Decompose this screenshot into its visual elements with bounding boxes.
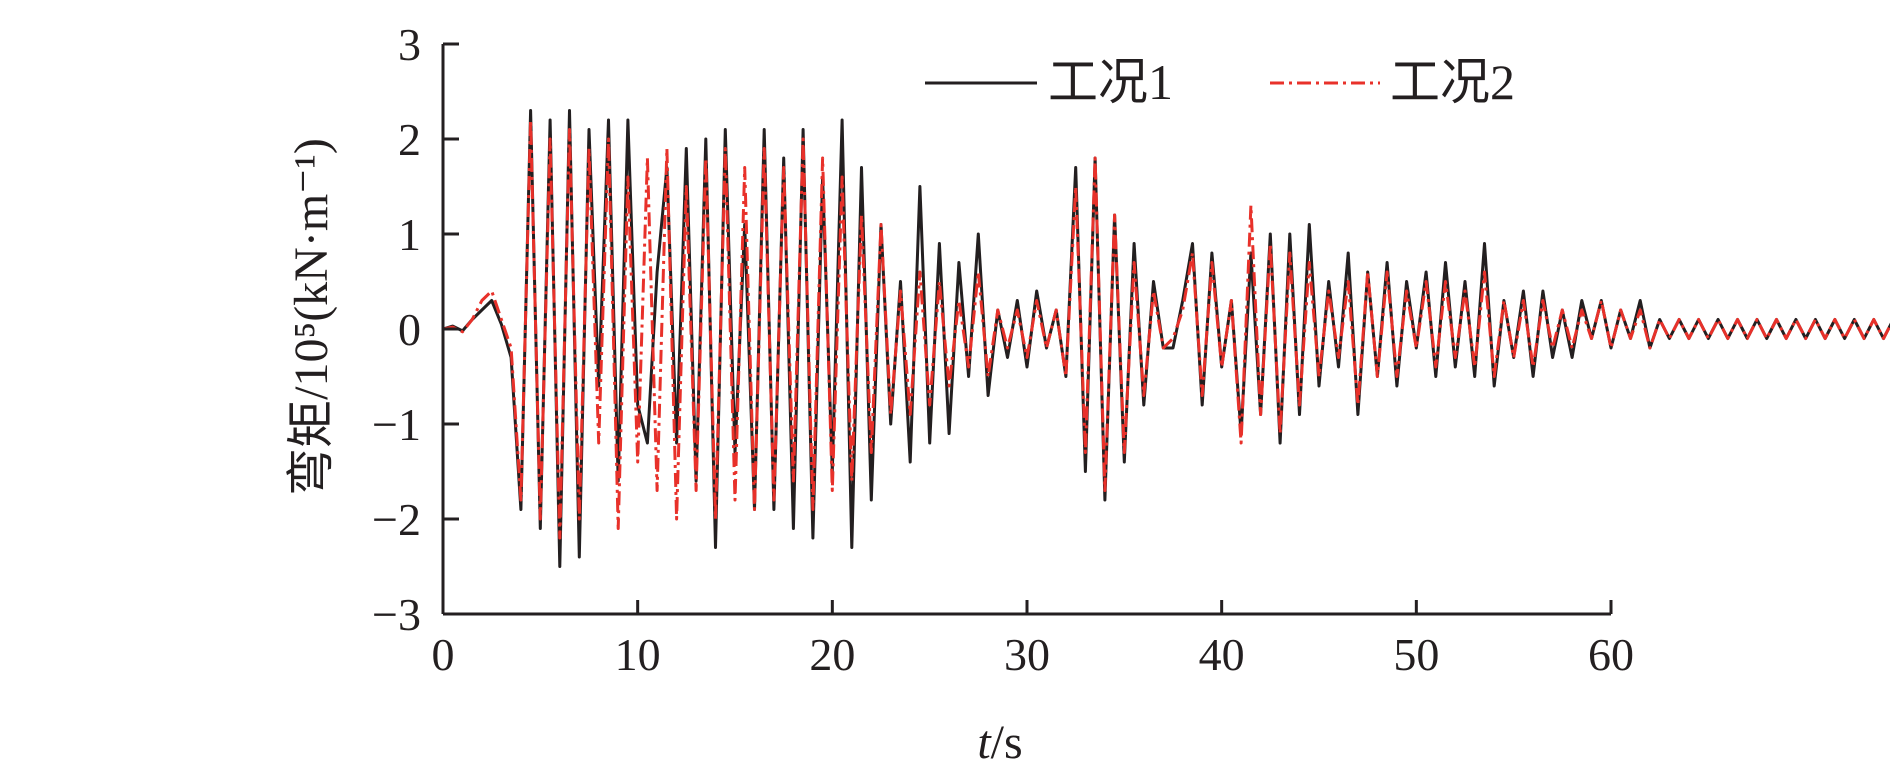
series-line-2: [442, 118, 1890, 540]
x-tick-label: 50: [1393, 629, 1439, 680]
y-tick-label: 3: [398, 19, 421, 70]
x-tick-label: 20: [809, 629, 855, 680]
x-tick-label: 40: [1199, 629, 1245, 680]
y-tick-label: −2: [372, 494, 421, 545]
y-tick-label: −1: [372, 399, 421, 450]
series-group: [442, 109, 1890, 568]
x-tick-label: 60: [1588, 629, 1634, 680]
x-tick-label: 10: [615, 629, 661, 680]
y-tick-label: 0: [398, 304, 421, 355]
series-line-1: [442, 109, 1890, 568]
x-tick-label: 0: [432, 629, 455, 680]
tick-group: 0 10 20 30 40 50 60 −3 −2 −1 0 1 2 3: [372, 19, 1634, 680]
legend: 工况1 工况2: [925, 54, 1515, 110]
legend-label-series-1: 工况1: [1048, 54, 1173, 110]
x-axis-title: t/s: [977, 716, 1022, 769]
y-axis-title: 弯矩/10⁵(kN·m⁻¹): [285, 138, 338, 496]
legend-label-series-2: 工况2: [1390, 54, 1515, 110]
y-tick-label: 1: [398, 209, 421, 260]
y-tick-label: 2: [398, 114, 421, 165]
y-tick-label: −3: [372, 589, 421, 640]
x-tick-label: 30: [1004, 629, 1050, 680]
